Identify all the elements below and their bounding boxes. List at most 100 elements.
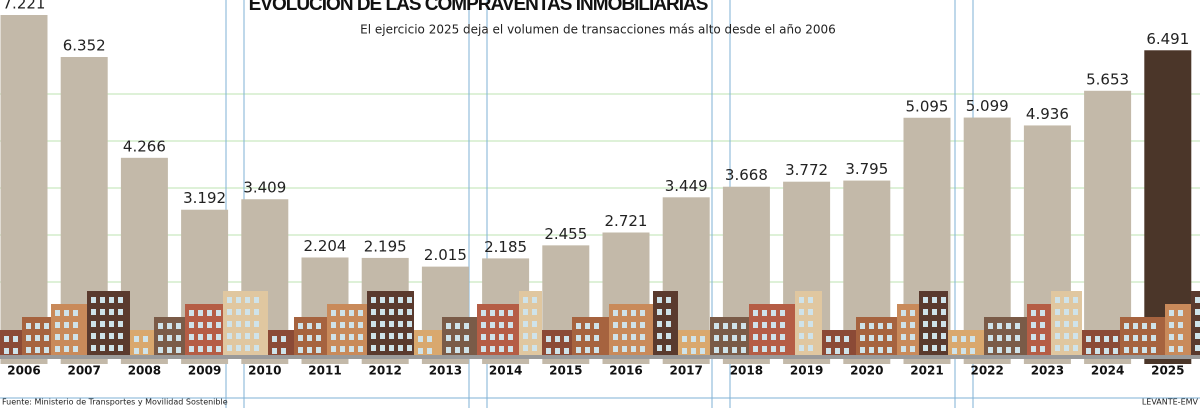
window [640,346,645,352]
window [1073,321,1078,327]
window [446,323,451,329]
building [1027,304,1051,358]
x-tick-label: 2012 [368,364,401,378]
window [799,321,804,327]
window [666,309,671,315]
window [508,322,513,328]
bars [0,15,1192,364]
window [771,346,776,352]
window [1104,348,1109,354]
window [1095,336,1100,342]
window [1073,345,1078,351]
window [780,310,785,316]
window [771,322,776,328]
window [91,333,96,339]
window [932,333,937,339]
window [1178,310,1183,316]
window [1055,297,1060,303]
window [714,335,719,341]
window [13,336,18,342]
window [100,321,105,327]
building [897,304,919,358]
x-tick-label: 2015 [549,364,582,378]
window [464,347,469,353]
window [198,310,203,316]
window [198,334,203,340]
window [860,335,865,341]
window [73,310,78,316]
window [910,334,915,340]
window [594,335,599,341]
window [1040,334,1045,340]
window [640,322,645,328]
window [418,336,423,342]
window [657,309,662,315]
window [455,335,460,341]
building [0,330,22,358]
value-label: 2.455 [544,225,587,243]
window [91,309,96,315]
value-label: 2.721 [605,212,648,230]
window [1006,335,1011,341]
window [499,346,504,352]
window [254,321,259,327]
window [380,309,385,315]
value-label: 2.195 [364,237,407,255]
window [216,322,221,328]
window [762,334,767,340]
window [1095,348,1100,354]
window [523,309,528,315]
x-tick-label: 2010 [248,364,281,378]
window [389,309,394,315]
x-tick-label: 2013 [429,364,462,378]
window [1195,309,1200,315]
window [380,345,385,351]
value-label: 4.266 [123,137,166,155]
window [35,323,40,329]
window [1151,347,1156,353]
value-label: 5.095 [906,97,949,115]
window [358,346,363,352]
window [640,310,645,316]
window [349,334,354,340]
window [835,336,840,342]
window [952,348,957,354]
window [109,333,114,339]
value-label: 3.449 [665,177,708,195]
window [753,346,758,352]
window [418,348,423,354]
x-tick-label: 2014 [489,364,522,378]
window [923,321,928,327]
window [189,334,194,340]
window [44,347,49,353]
window [808,321,813,327]
window [227,333,232,339]
window [1195,333,1200,339]
chart-title: EVOLUCIÓN DE LAS COMPRAVENTAS INMOBILIAR… [249,0,708,15]
window [349,310,354,316]
window [1142,323,1147,329]
window [331,322,336,328]
window [207,322,212,328]
window [1006,347,1011,353]
window [691,348,696,354]
window [844,336,849,342]
window [358,322,363,328]
window [245,309,250,315]
window [762,322,767,328]
window [1031,346,1036,352]
window [1124,335,1129,341]
window [1073,309,1078,315]
window [682,348,687,354]
window [1015,323,1020,329]
window [143,336,148,342]
window [741,323,746,329]
window [1086,336,1091,342]
window [109,345,114,351]
x-tick-label: 2007 [67,364,100,378]
value-label: 2.185 [484,238,527,256]
window [55,346,60,352]
window [109,309,114,315]
window [923,333,928,339]
window [1055,345,1060,351]
